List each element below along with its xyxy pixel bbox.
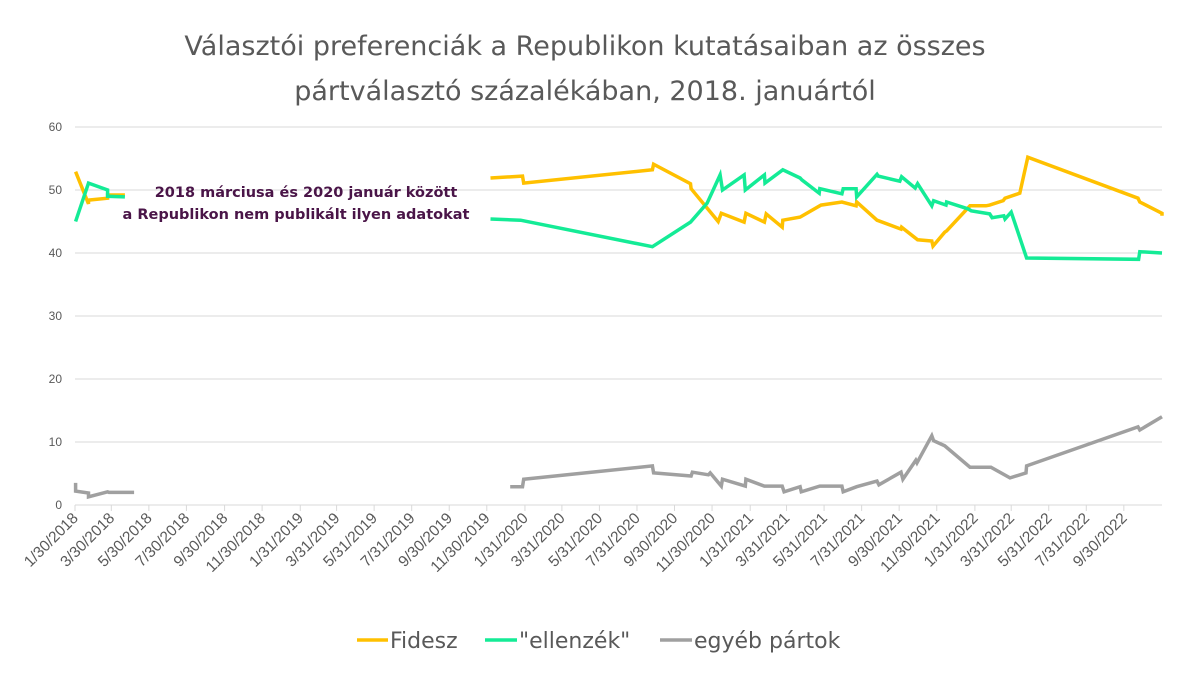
annotation-line-2: a Republikon nem publikált ilyen adatoka…: [123, 207, 470, 223]
legend-label-fidesz: Fidesz: [390, 629, 458, 654]
y-tick-label: 40: [49, 246, 63, 260]
series-line-1: [73, 180, 125, 223]
y-axis: 0 10 20 30 40 50 60: [49, 120, 63, 512]
legend-label-ellenzek: "ellenzék": [519, 629, 630, 654]
y-tick-label: 50: [49, 183, 63, 197]
annotation-line-1: 2018 márciusa és 2020 január között: [155, 185, 458, 201]
series-line-2: [510, 415, 1163, 495]
series-line-0: [490, 154, 1164, 250]
chart-title-line-1: Választói preferenciák a Republikon kuta…: [184, 31, 985, 62]
series-line-1: [490, 167, 1163, 262]
y-tick-label: 60: [49, 120, 63, 134]
series-line-2: [73, 482, 135, 500]
y-tick-label: 30: [49, 309, 63, 323]
x-axis: 1/30/20183/30/20185/30/20187/30/20189/30…: [21, 505, 1131, 576]
legend-label-egyeb-partok: egyéb pártok: [694, 629, 841, 654]
series-lines: [73, 154, 1164, 500]
gridlines: [75, 126, 1162, 506]
y-tick-label: 10: [49, 435, 63, 449]
y-tick-label: 20: [49, 372, 63, 386]
legend: Fidesz "ellenzék" egyéb pártok: [357, 629, 841, 654]
y-tick-label: 0: [55, 498, 62, 512]
chart-title-line-2: pártválasztó százalékában, 2018. januárt…: [294, 76, 876, 107]
